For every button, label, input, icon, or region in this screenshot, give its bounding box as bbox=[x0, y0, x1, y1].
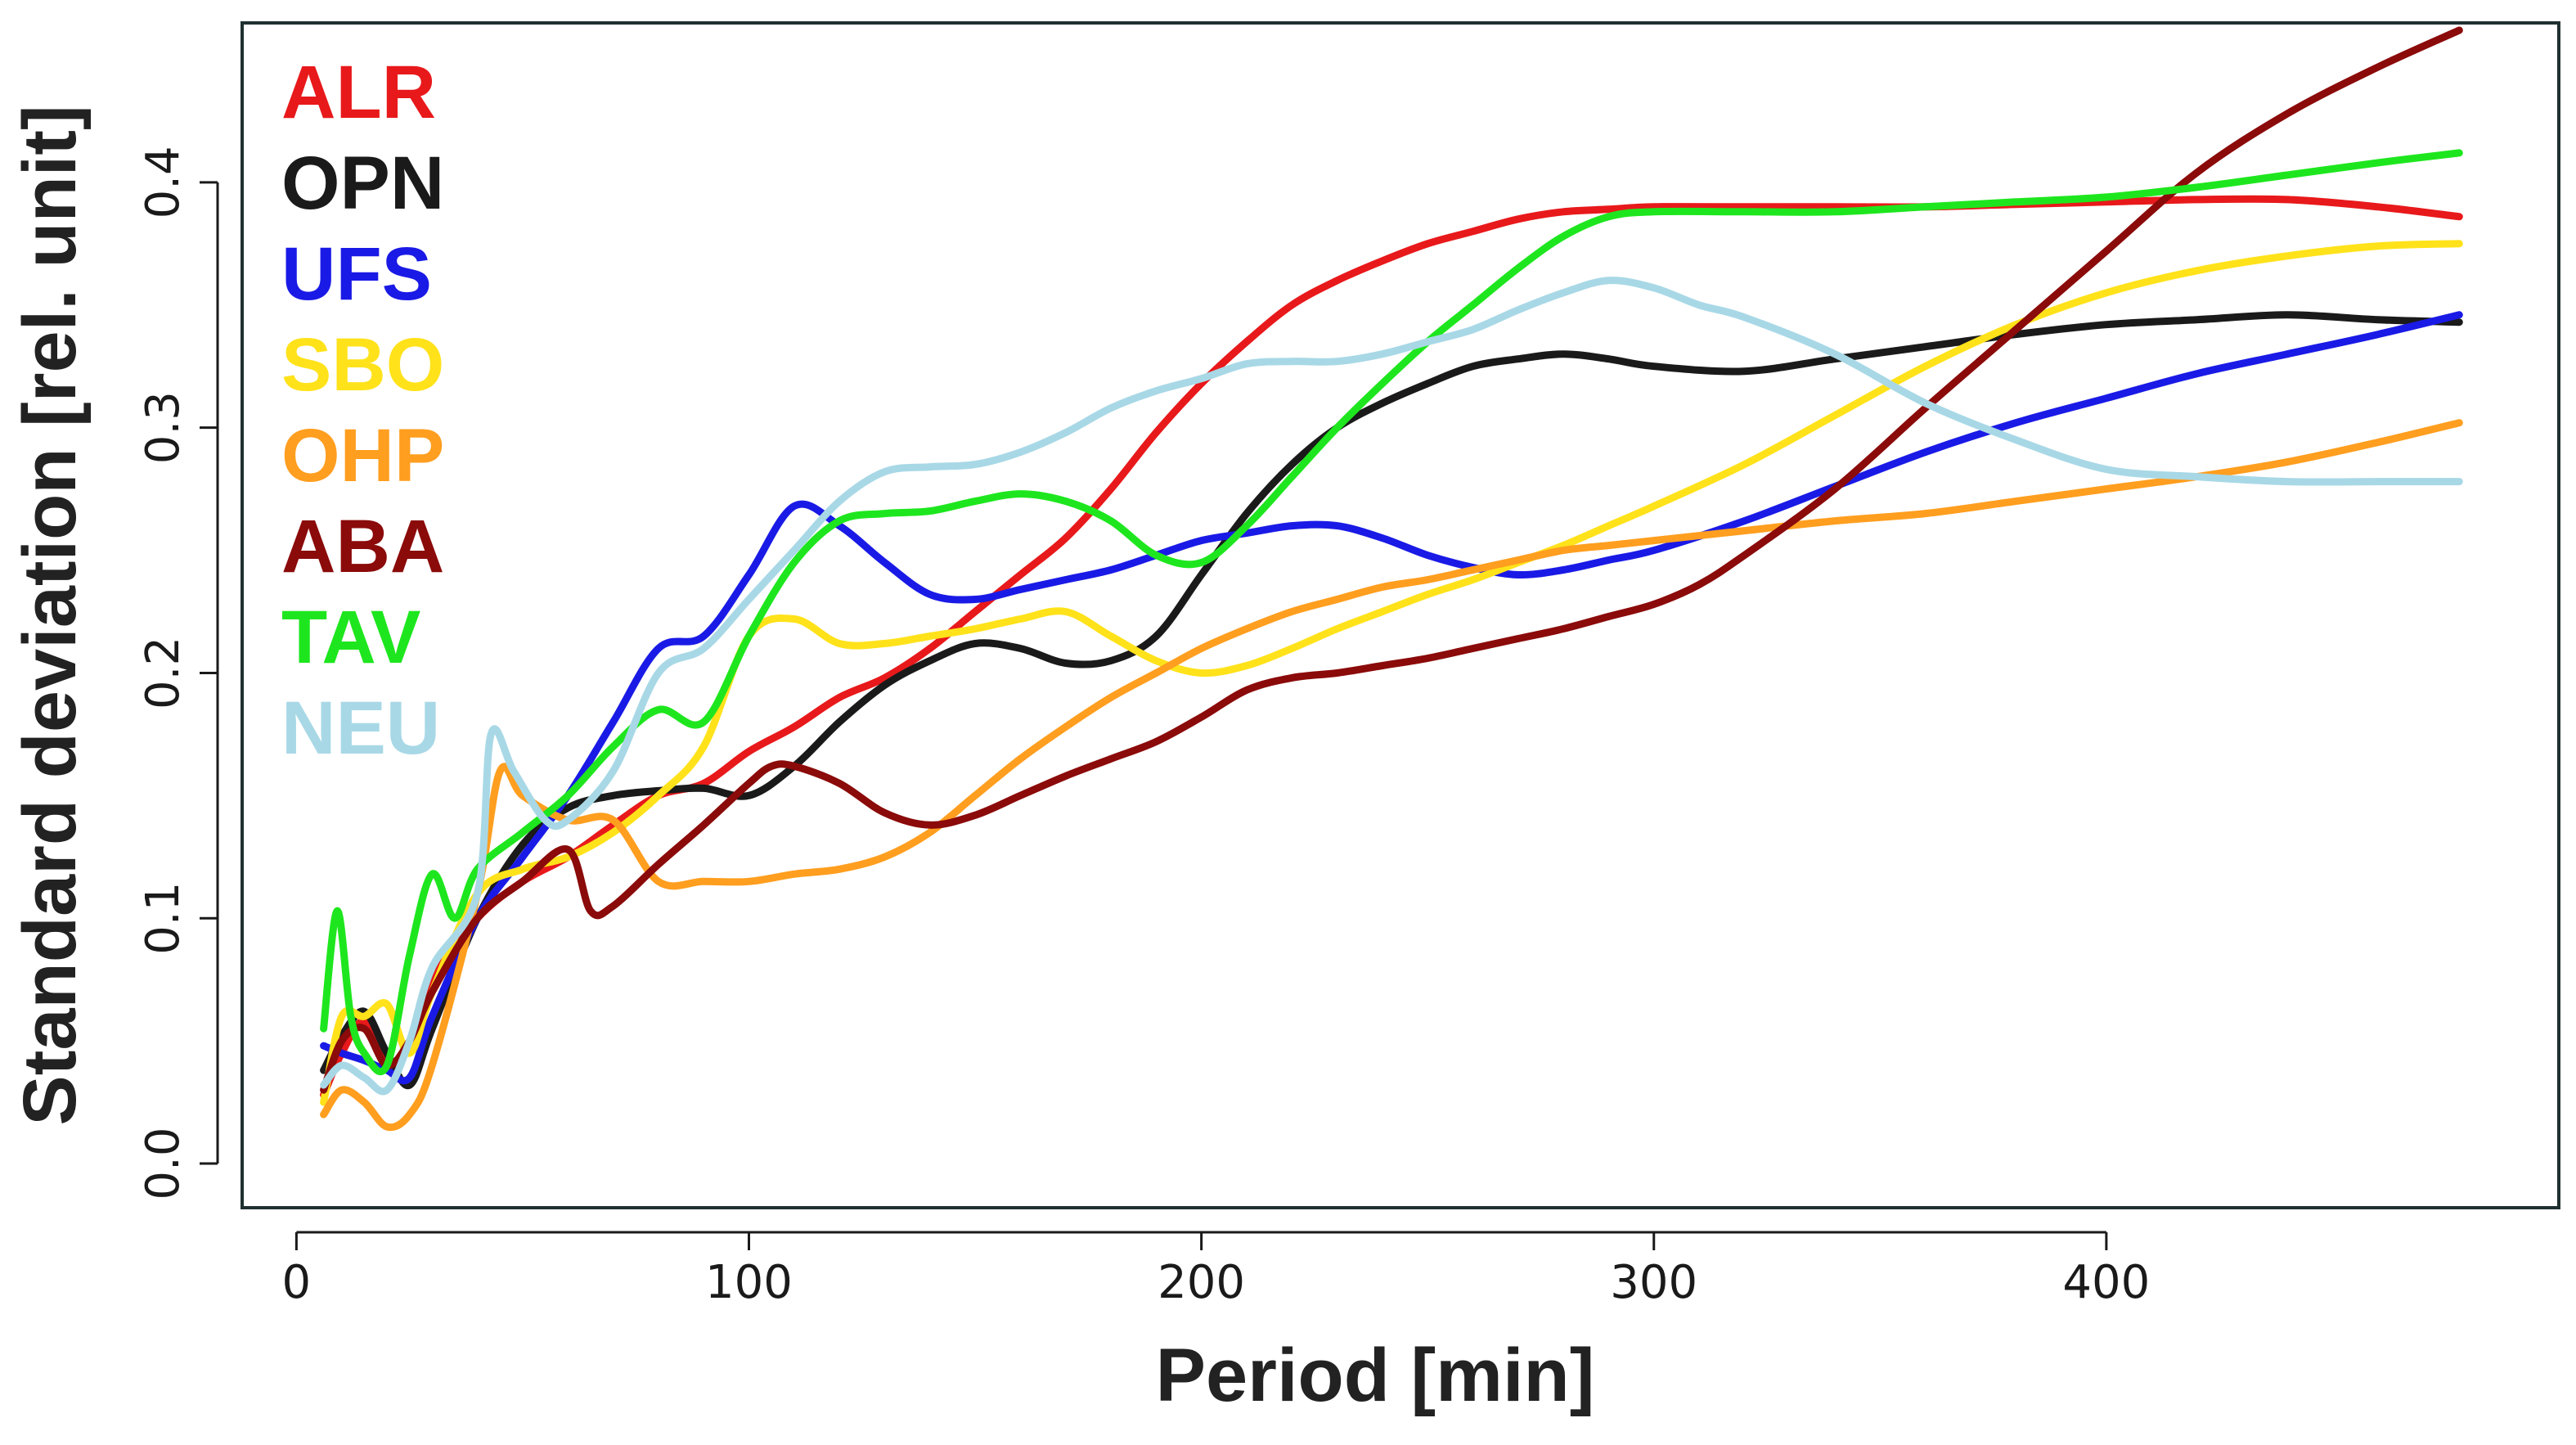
x-tick-label: 200 bbox=[1158, 1256, 1245, 1309]
x-tick-label: 300 bbox=[1610, 1256, 1697, 1309]
y-axis: 0.0 0.1 0.2 0.3 0.4 bbox=[137, 146, 219, 1200]
series-layer bbox=[320, 26, 2463, 1132]
y-tick-label: 0.0 bbox=[137, 1128, 190, 1200]
x-tick-label: 400 bbox=[2062, 1256, 2150, 1309]
y-axis-title: Standard deviation [rel. unit] bbox=[8, 105, 92, 1125]
x-tick-label: 0 bbox=[282, 1256, 312, 1309]
series-line-neu bbox=[320, 277, 2463, 1096]
legend-label-tav: TAV bbox=[281, 596, 420, 679]
x-axis: 0 100 200 300 400 bbox=[282, 1231, 2150, 1309]
legend-label-aba: ABA bbox=[281, 505, 444, 588]
series-line-aba bbox=[320, 26, 2463, 1094]
series-line-ohp bbox=[320, 419, 2463, 1132]
legend-label-sbo: SBO bbox=[281, 323, 444, 407]
series-line-ufs bbox=[320, 311, 2463, 1085]
plot-frame bbox=[241, 21, 2560, 1209]
y-tick-label: 0.1 bbox=[137, 882, 190, 955]
legend-label-neu: NEU bbox=[281, 686, 440, 770]
legend-label-opn: OPN bbox=[281, 142, 444, 225]
y-tick-label: 0.4 bbox=[137, 146, 190, 218]
x-tick-label: 100 bbox=[705, 1256, 793, 1309]
y-tick-label: 0.2 bbox=[137, 637, 190, 709]
series-line-alr bbox=[320, 195, 2463, 1099]
series-line-opn bbox=[320, 311, 2463, 1089]
series-line-sbo bbox=[320, 240, 2463, 1106]
series-line-tav bbox=[320, 149, 2463, 1076]
legend-label-ohp: OHP bbox=[281, 414, 444, 497]
legend-label-ufs: UFS bbox=[281, 232, 432, 316]
x-axis-title: Period [min] bbox=[1156, 1334, 1595, 1417]
y-tick-label: 0.3 bbox=[137, 391, 190, 464]
legend-label-alr: ALR bbox=[281, 51, 436, 134]
